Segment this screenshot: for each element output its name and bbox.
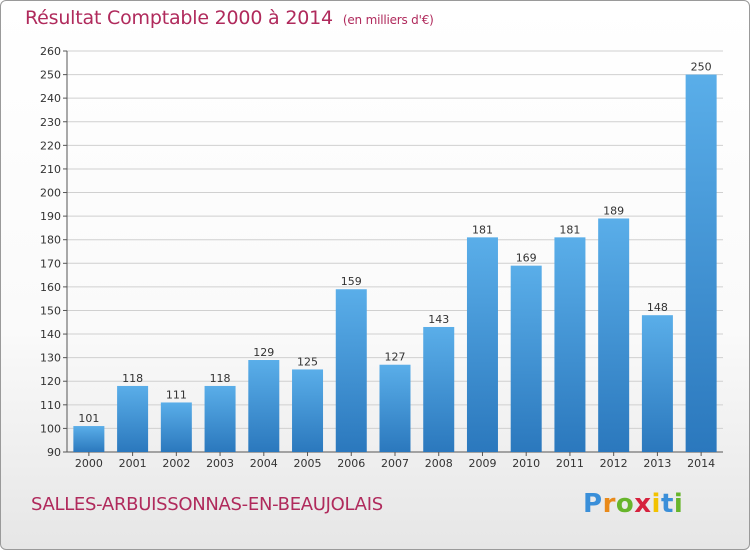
data-label-2006: 159: [341, 275, 362, 288]
data-labels: 101 118 111 118 129 125 159 127 143 181 169 181 189 1…: [78, 61, 711, 425]
city-name: SALLES-ARBUISSONNAS-EN-BEAUJOLAIS: [31, 494, 383, 515]
logo-letter: r: [602, 489, 616, 519]
data-label-2000: 101: [78, 412, 99, 425]
bar-2004: [248, 360, 280, 452]
y-tick-label: 250: [40, 69, 61, 82]
x-tick-label-2010: 2010: [512, 457, 540, 470]
data-label-2009: 181: [472, 223, 493, 236]
bar-2011: [554, 237, 586, 452]
bar-2002: [160, 402, 192, 452]
x-tick-label-2011: 2011: [556, 457, 584, 470]
data-label-2013: 148: [647, 301, 668, 314]
y-tick-label: 120: [40, 375, 61, 388]
y-tick-label: 240: [40, 92, 61, 105]
y-tick-label: 230: [40, 116, 61, 129]
x-tick-label-2006: 2006: [337, 457, 365, 470]
x-tick-label-2014: 2014: [687, 457, 715, 470]
bar-2012: [598, 218, 630, 452]
bar-2006: [335, 289, 367, 452]
data-label-2014: 250: [691, 61, 712, 74]
bar-2007: [379, 364, 411, 452]
logo-letter: i: [651, 489, 661, 519]
y-tick-label: 210: [40, 163, 61, 176]
bar-2003: [204, 385, 236, 452]
data-label-2002: 111: [166, 388, 187, 401]
chart-title-text: Résultat Comptable 2000 à 2014: [25, 7, 333, 29]
bar-2001: [117, 385, 149, 452]
logo-letter: i: [673, 489, 684, 519]
y-tick-label: 220: [40, 139, 61, 152]
y-tick-label: 90: [47, 446, 61, 459]
x-tick-label-2005: 2005: [294, 457, 322, 470]
x-tick-label-2001: 2001: [119, 457, 147, 470]
logo-letter: o: [615, 489, 635, 519]
data-label-2011: 181: [559, 223, 580, 236]
x-tick-label-2003: 2003: [206, 457, 234, 470]
bar-2009: [466, 237, 498, 452]
y-tick-label: 130: [40, 352, 61, 365]
bar-2013: [641, 315, 673, 452]
x-tick-label-2008: 2008: [425, 457, 453, 470]
chart-title: Résultat Comptable 2000 à 2014 (en millie…: [25, 7, 434, 29]
x-tick-label-2000: 2000: [75, 457, 103, 470]
y-tick-label: 170: [40, 257, 61, 270]
x-tick-label-2004: 2004: [250, 457, 278, 470]
x-tick-label-2009: 2009: [468, 457, 496, 470]
y-tick-label: 260: [40, 45, 61, 58]
data-label-2001: 118: [122, 372, 143, 385]
y-tick-label: 100: [40, 422, 61, 435]
data-label-2005: 125: [297, 355, 318, 368]
x-tick-label-2007: 2007: [381, 457, 409, 470]
data-label-2004: 129: [253, 346, 274, 359]
x-tick-label-2013: 2013: [643, 457, 671, 470]
data-label-2008: 143: [428, 313, 449, 326]
x-tick-label-2002: 2002: [162, 457, 190, 470]
y-tick-label: 200: [40, 187, 61, 200]
bar-2010: [510, 265, 542, 452]
bar-2005: [292, 369, 324, 452]
bars: [73, 74, 717, 453]
y-tick-label: 110: [40, 399, 61, 412]
bar-2014: [685, 74, 717, 453]
y-tick-label: 190: [40, 210, 61, 223]
y-tick-label: 160: [40, 281, 61, 294]
data-label-2007: 127: [385, 351, 406, 364]
logo-letter: P: [583, 489, 603, 519]
proxiti-logo[interactable]: Proxiti: [583, 489, 683, 519]
logo-letter: x: [634, 489, 652, 519]
data-label-2003: 118: [210, 372, 231, 385]
data-label-2012: 189: [603, 204, 624, 217]
y-tick-label: 180: [40, 234, 61, 247]
y-tick-label: 140: [40, 328, 61, 341]
y-tick-label: 150: [40, 304, 61, 317]
chart-subtitle: (en milliers d'€): [342, 13, 434, 27]
y-tick-labels: 90 100 110 120 130 140 150 160 170 180 190 200 210 22…: [40, 45, 61, 459]
x-tick-labels: 2000 2001 2002 2003 2004 2005 2006 2007 2008 2009…: [75, 457, 715, 470]
bar-2000: [73, 426, 105, 452]
logo-letter: t: [660, 489, 674, 519]
bar-2008: [423, 326, 455, 452]
x-tick-label-2012: 2012: [600, 457, 628, 470]
data-label-2010: 169: [516, 252, 537, 265]
